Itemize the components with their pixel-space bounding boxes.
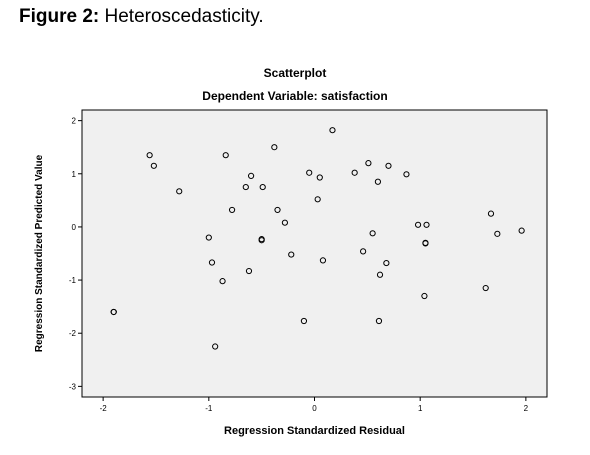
data-point bbox=[300, 317, 308, 325]
figure-label: Figure 2: bbox=[19, 6, 100, 27]
data-point bbox=[150, 162, 157, 169]
data-point bbox=[271, 144, 278, 151]
data-point bbox=[314, 196, 321, 203]
plot-area bbox=[81, 109, 548, 398]
chart-subtitle: Dependent Variable: satisfaction bbox=[202, 89, 388, 103]
data-points bbox=[110, 127, 525, 350]
data-point bbox=[423, 221, 430, 228]
data-point bbox=[414, 221, 422, 228]
data-point bbox=[247, 172, 255, 180]
y-axis-label: Regression Standardized Predicted Value bbox=[34, 154, 45, 352]
data-point bbox=[110, 308, 117, 316]
data-point bbox=[487, 210, 495, 217]
y-tick-label: -1 bbox=[69, 276, 77, 285]
data-point bbox=[228, 206, 236, 214]
chart-title: Scatterplot bbox=[263, 66, 327, 80]
data-point bbox=[376, 271, 384, 278]
data-point bbox=[222, 152, 229, 159]
ticks: -2 -1 0 1 2 2 1 0 -1 -2 -3 bbox=[69, 117, 529, 413]
data-point bbox=[422, 240, 429, 247]
data-point bbox=[242, 183, 249, 191]
data-point bbox=[146, 152, 153, 159]
data-point bbox=[375, 317, 383, 325]
data-point bbox=[281, 219, 289, 226]
data-point bbox=[212, 343, 219, 350]
data-point bbox=[482, 284, 489, 292]
figure-caption: Figure 2: Heteroscedasticity. bbox=[19, 6, 264, 28]
y-tick-label: -2 bbox=[69, 329, 77, 338]
data-point bbox=[365, 160, 372, 167]
data-point bbox=[518, 227, 525, 234]
data-point bbox=[351, 169, 358, 176]
data-point bbox=[383, 259, 390, 267]
data-point bbox=[329, 127, 336, 134]
data-point bbox=[274, 206, 281, 214]
figure-caption-text: Heteroscedasticity. bbox=[104, 6, 264, 27]
data-point bbox=[319, 257, 327, 264]
y-tick-label: -3 bbox=[69, 382, 77, 391]
data-point bbox=[374, 178, 382, 185]
data-point bbox=[176, 188, 183, 195]
x-tick-label: -2 bbox=[100, 404, 108, 413]
x-axis-label: Regression Standardized Residual bbox=[224, 425, 405, 437]
data-point bbox=[219, 278, 226, 285]
data-point bbox=[288, 251, 295, 258]
data-point bbox=[403, 171, 410, 178]
data-point bbox=[494, 230, 501, 237]
data-point bbox=[258, 237, 265, 244]
data-point bbox=[316, 174, 323, 181]
data-point bbox=[205, 234, 212, 241]
data-point bbox=[369, 230, 376, 237]
x-tick-label: 1 bbox=[418, 404, 423, 413]
y-tick-label: 0 bbox=[72, 223, 77, 232]
data-point bbox=[385, 162, 392, 169]
data-point bbox=[245, 267, 253, 275]
data-point bbox=[306, 169, 313, 176]
data-point bbox=[259, 183, 266, 191]
data-point bbox=[208, 259, 216, 266]
data-point bbox=[421, 292, 428, 300]
y-tick-label: 1 bbox=[72, 170, 77, 179]
x-tick-label: -1 bbox=[205, 404, 213, 413]
y-tick-label: 2 bbox=[72, 117, 77, 126]
data-point bbox=[360, 248, 367, 255]
x-tick-label: 2 bbox=[524, 404, 529, 413]
x-tick-label: 0 bbox=[312, 404, 317, 413]
